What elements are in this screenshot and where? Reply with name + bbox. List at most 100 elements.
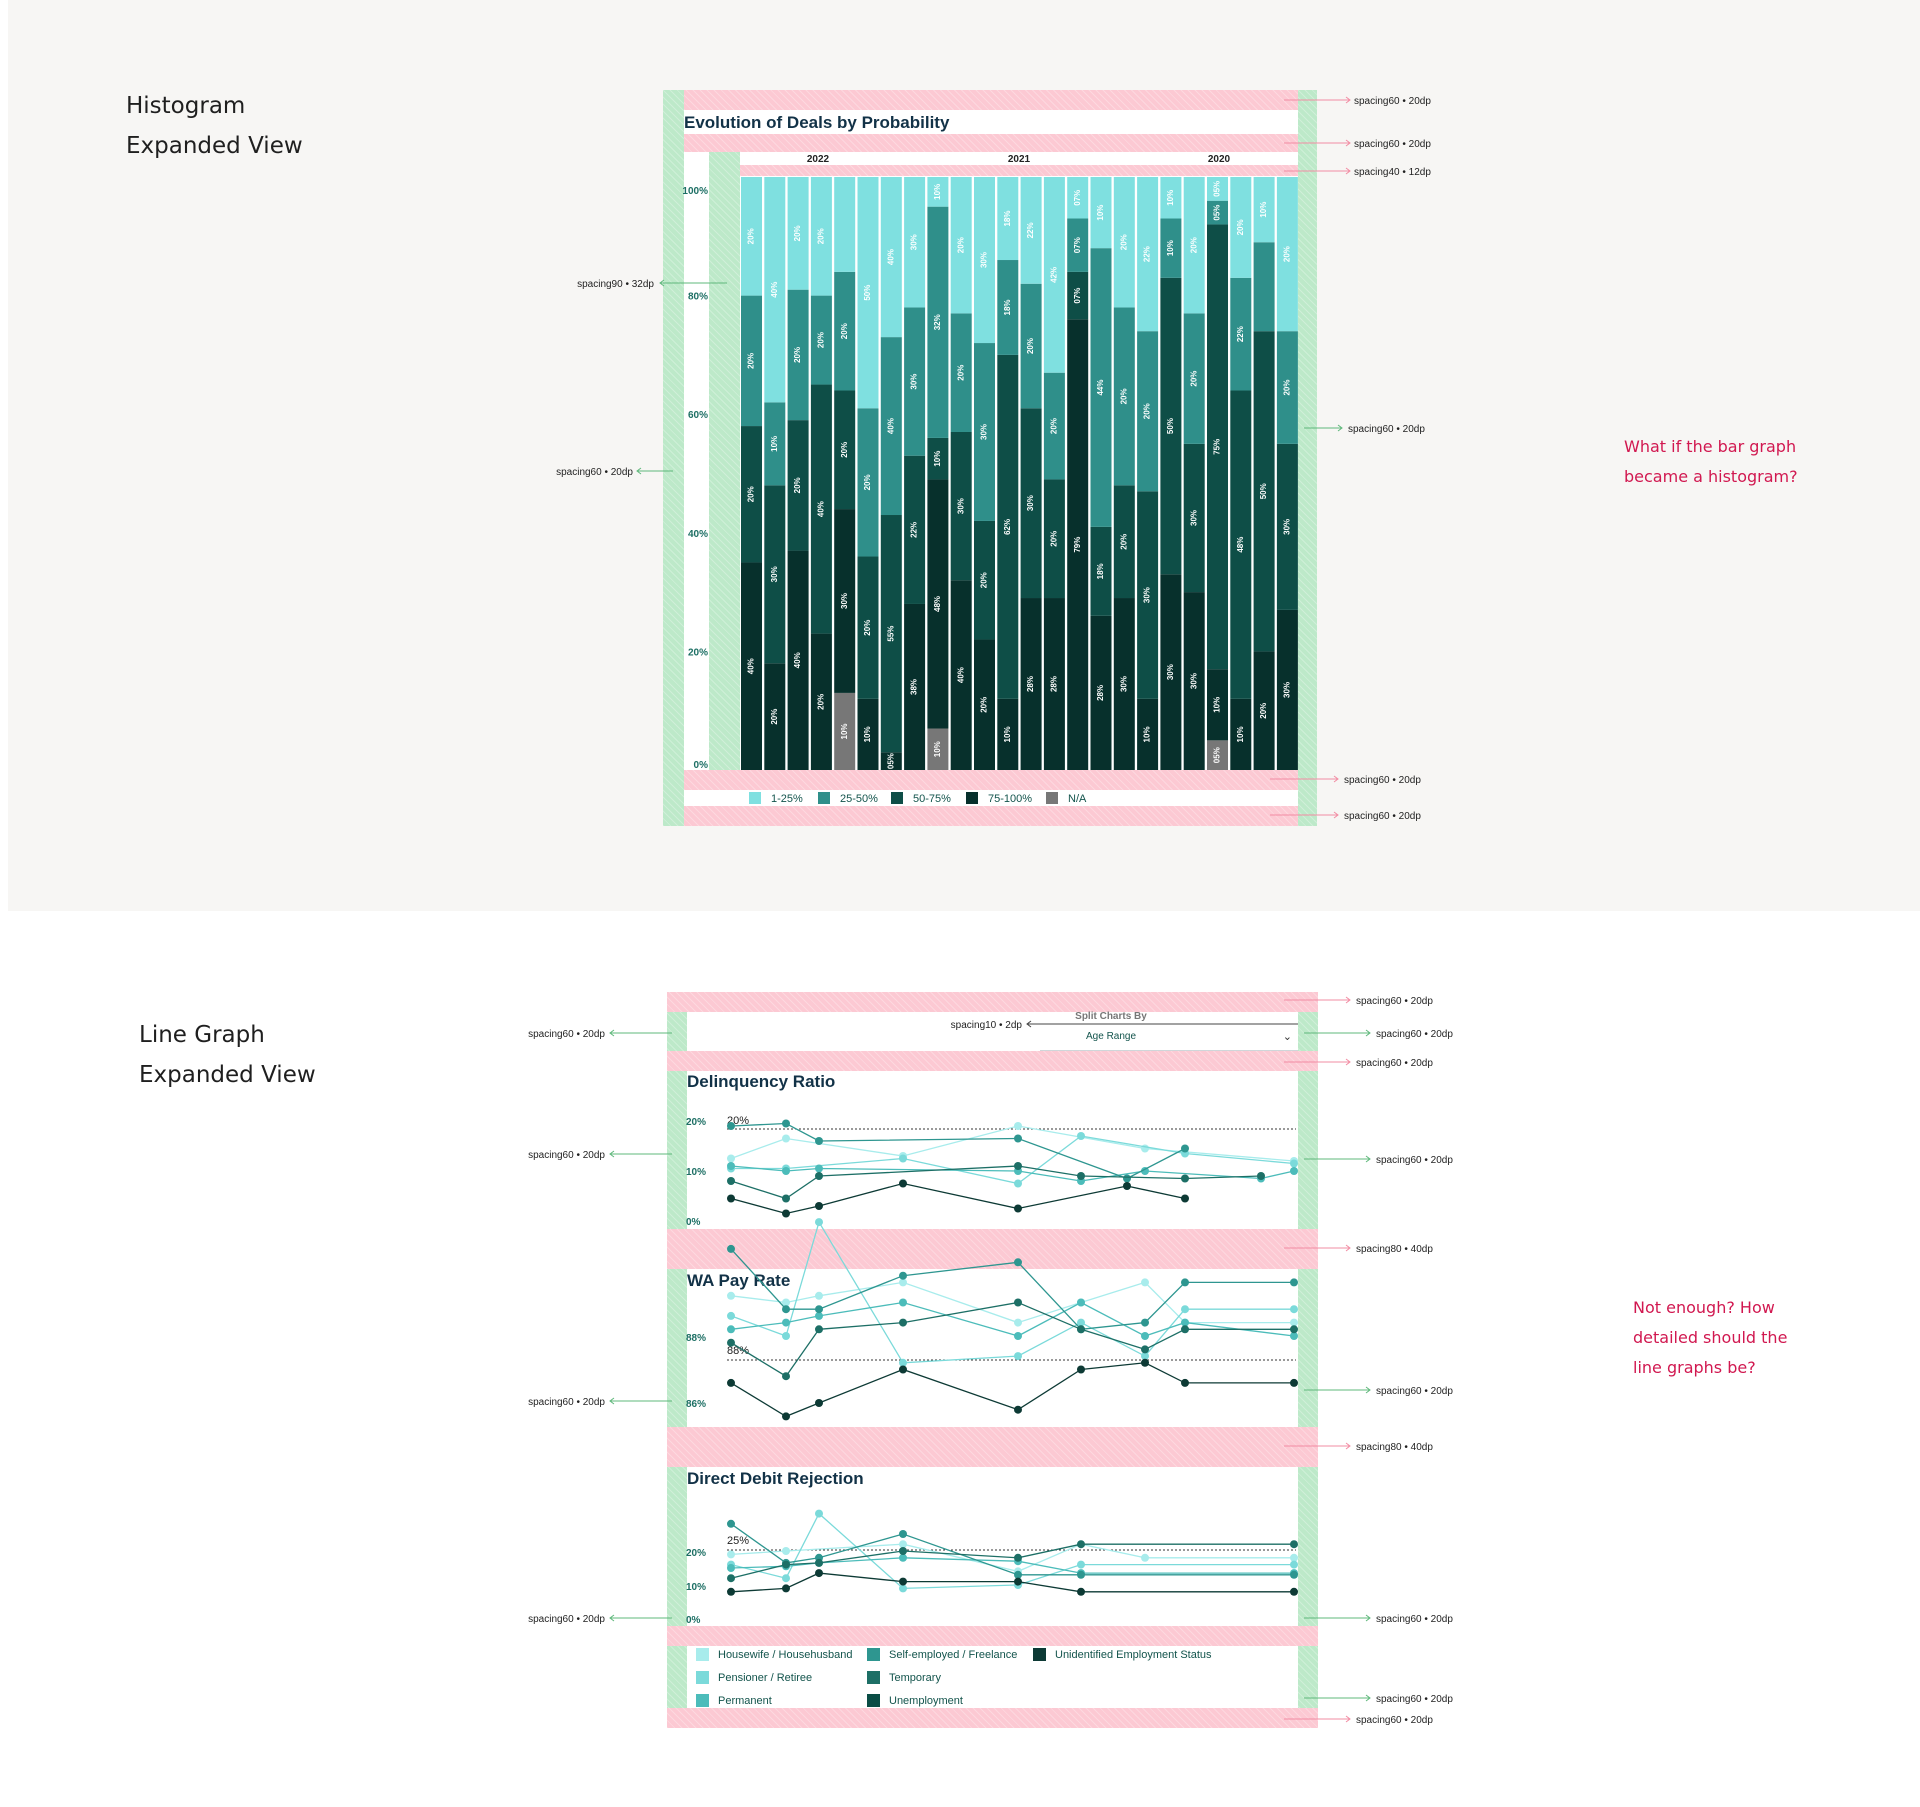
data-point[interactable] (815, 1311, 823, 1320)
data-point[interactable] (1290, 1325, 1298, 1334)
data-point[interactable] (1123, 1174, 1131, 1183)
data-point[interactable] (815, 1172, 823, 1180)
data-point[interactable] (899, 1584, 907, 1593)
data-point[interactable] (782, 1574, 790, 1583)
data-point[interactable] (1077, 1132, 1085, 1140)
data-point[interactable] (1290, 1553, 1298, 1562)
data-point[interactable] (727, 1154, 735, 1163)
data-point[interactable] (1077, 1560, 1085, 1569)
data-point[interactable] (815, 1558, 823, 1567)
histogram-bar[interactable]: 10% 48% 22% 20% (1230, 177, 1252, 770)
data-point[interactable] (1290, 1378, 1298, 1387)
histogram-bar[interactable]: 40% 20% 20% 20% (741, 177, 762, 770)
data-point[interactable] (782, 1298, 790, 1307)
histogram-bar[interactable]: 79% 07% 07% 07% (1067, 177, 1089, 770)
histogram-bar[interactable]: 10% 30% 20% 20% (834, 177, 856, 770)
data-point[interactable] (815, 1569, 823, 1578)
data-point[interactable] (1181, 1278, 1189, 1287)
histogram-bar[interactable]: 30% 30% 20% 20% (1276, 177, 1298, 770)
data-point[interactable] (1257, 1172, 1265, 1180)
data-point[interactable] (782, 1209, 790, 1218)
histogram-bar[interactable]: 05% 55% 40% 40% (880, 177, 902, 770)
data-point[interactable] (1290, 1159, 1298, 1168)
split-charts-dropdown[interactable]: Age Range ⌄ (1040, 1026, 1298, 1051)
histogram-bar[interactable]: 10% 62% 18% 18% (997, 177, 1019, 770)
data-point[interactable] (899, 1577, 907, 1586)
data-point[interactable] (1014, 1134, 1022, 1143)
data-point[interactable] (1290, 1305, 1298, 1314)
histogram-bar[interactable]: 30% 20% 20% 20% (1113, 177, 1135, 770)
data-point[interactable] (899, 1318, 907, 1327)
data-point[interactable] (899, 1358, 907, 1367)
data-point[interactable] (1123, 1182, 1131, 1190)
data-point[interactable] (1077, 1172, 1085, 1180)
data-point[interactable] (1141, 1332, 1149, 1340)
data-point[interactable] (727, 1550, 735, 1559)
histogram-bar[interactable]: 30% 30% 20% 20% (1183, 177, 1205, 770)
data-point[interactable] (1141, 1167, 1149, 1175)
data-point[interactable] (1077, 1365, 1085, 1374)
data-point[interactable] (899, 1298, 907, 1307)
data-point[interactable] (1014, 1122, 1022, 1130)
histogram-bar[interactable]: 30% 50% 10% 10% (1160, 177, 1182, 770)
data-point[interactable] (727, 1338, 735, 1347)
data-point[interactable] (1077, 1570, 1085, 1579)
data-point[interactable] (1077, 1318, 1085, 1327)
histogram-bar[interactable]: 28% 18% 44% 10% (1090, 177, 1112, 770)
data-point[interactable] (1141, 1345, 1149, 1354)
data-point[interactable] (1014, 1204, 1022, 1213)
data-point[interactable] (1290, 1278, 1298, 1287)
data-point[interactable] (1290, 1587, 1298, 1596)
histogram-bar[interactable]: 10% 30% 20% 22% (1137, 177, 1159, 770)
data-point[interactable] (1141, 1318, 1149, 1327)
histogram-bar[interactable]: 10% 20% 20% 50% (857, 177, 879, 770)
data-point[interactable] (1290, 1332, 1298, 1340)
data-point[interactable] (1077, 1587, 1085, 1596)
data-point[interactable] (1290, 1570, 1298, 1579)
data-point[interactable] (1014, 1352, 1022, 1361)
data-point[interactable] (899, 1540, 907, 1549)
histogram-bar[interactable]: 05% 10% 75% 05% 05% (1207, 177, 1228, 770)
data-point[interactable] (815, 1325, 823, 1334)
data-point[interactable] (727, 1244, 735, 1253)
data-point[interactable] (782, 1134, 790, 1143)
data-point[interactable] (1077, 1298, 1085, 1307)
data-point[interactable] (1181, 1378, 1189, 1387)
data-point[interactable] (1014, 1570, 1022, 1579)
data-point[interactable] (1181, 1174, 1189, 1183)
data-point[interactable] (1181, 1305, 1189, 1314)
data-point[interactable] (727, 1519, 735, 1528)
histogram-bar[interactable]: 20% 20% 30% 30% (974, 177, 995, 770)
data-point[interactable] (1014, 1258, 1022, 1267)
data-point[interactable] (899, 1278, 907, 1287)
data-point[interactable] (815, 1291, 823, 1300)
data-point[interactable] (815, 1305, 823, 1314)
data-point[interactable] (782, 1119, 790, 1128)
data-point[interactable] (815, 1509, 823, 1518)
data-point[interactable] (1141, 1358, 1149, 1367)
data-point[interactable] (727, 1162, 735, 1170)
data-point[interactable] (727, 1194, 735, 1203)
data-point[interactable] (899, 1365, 907, 1374)
data-point[interactable] (727, 1574, 735, 1583)
data-point[interactable] (782, 1318, 790, 1327)
data-point[interactable] (727, 1177, 735, 1185)
data-point[interactable] (815, 1399, 823, 1407)
data-point[interactable] (899, 1553, 907, 1562)
data-point[interactable] (815, 1202, 823, 1210)
data-point[interactable] (1014, 1577, 1022, 1586)
data-point[interactable] (782, 1305, 790, 1314)
data-point[interactable] (782, 1167, 790, 1175)
data-point[interactable] (782, 1584, 790, 1593)
data-point[interactable] (1141, 1352, 1149, 1361)
data-point[interactable] (1181, 1144, 1189, 1153)
data-point[interactable] (727, 1564, 735, 1572)
data-point[interactable] (1181, 1194, 1189, 1203)
data-point[interactable] (727, 1587, 735, 1596)
histogram-bar[interactable]: 40% 20% 20% 20% (787, 177, 809, 770)
data-point[interactable] (1290, 1560, 1298, 1569)
data-point[interactable] (815, 1164, 823, 1173)
histogram-bar[interactable]: 10% 48% 10% 32% 10% (927, 177, 949, 770)
histogram-bar[interactable]: 20% 40% 20% 20% (810, 177, 832, 770)
data-point[interactable] (815, 1218, 823, 1227)
